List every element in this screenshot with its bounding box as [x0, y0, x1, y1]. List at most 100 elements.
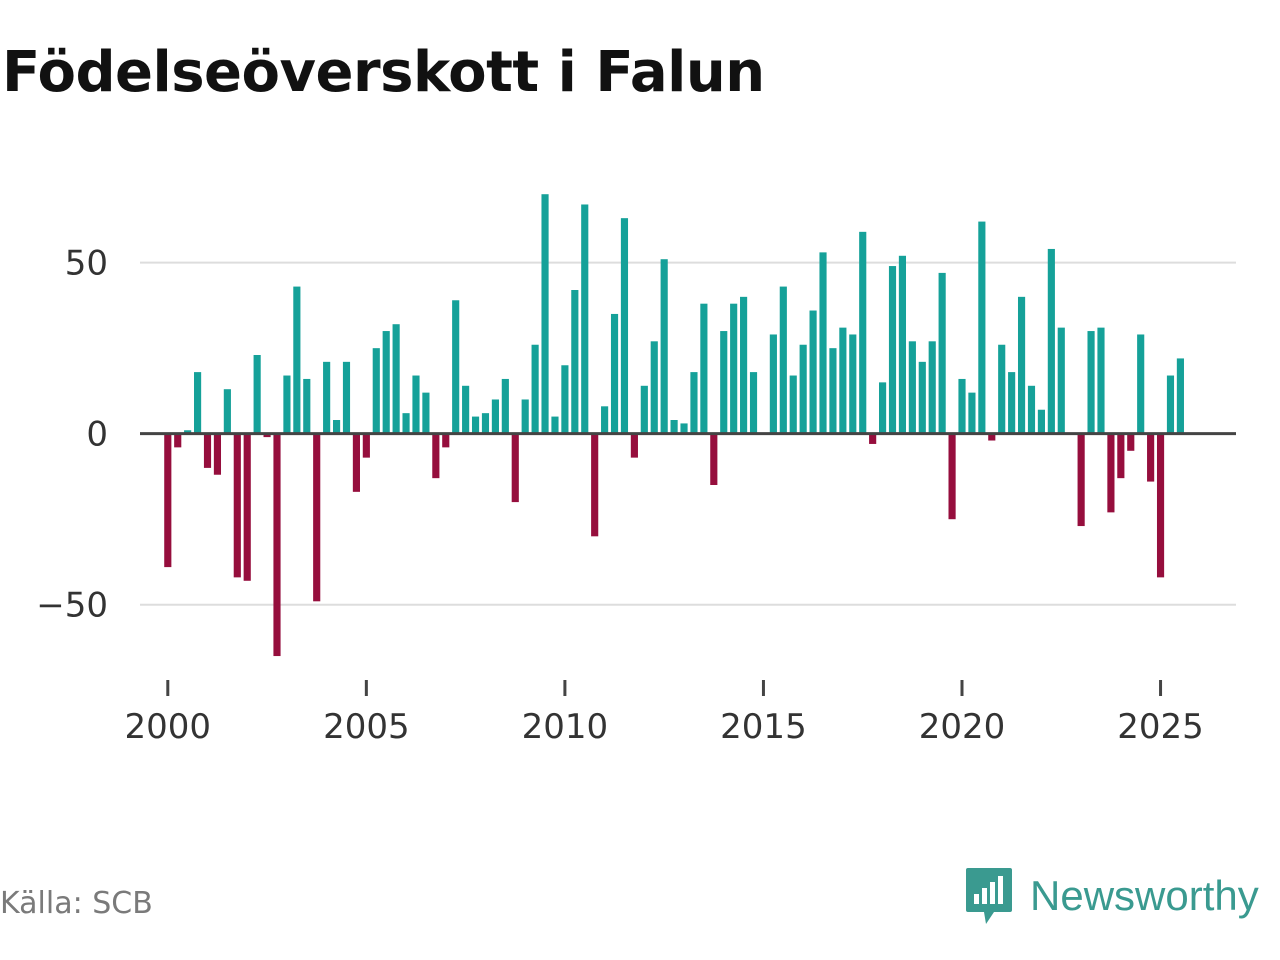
x-tick-label: 2020 [919, 707, 1006, 747]
bar [233, 433, 241, 578]
bar [511, 433, 519, 503]
bar [1166, 375, 1175, 434]
bar [680, 423, 688, 434]
bar [521, 399, 529, 434]
bar [749, 372, 758, 434]
bar [918, 361, 926, 434]
bar [501, 378, 509, 434]
bar [670, 420, 678, 434]
bar [610, 313, 619, 434]
bar [541, 194, 549, 434]
bar [968, 392, 976, 434]
bar [948, 433, 956, 520]
bar [203, 433, 212, 468]
bar [184, 430, 192, 434]
bar [809, 310, 817, 434]
bar [1057, 327, 1065, 434]
bar [323, 361, 331, 434]
bar [1137, 334, 1145, 434]
bar [928, 341, 936, 434]
bar [1097, 327, 1105, 434]
bar [888, 266, 897, 434]
bar [839, 327, 847, 434]
bar [422, 392, 430, 434]
bar [898, 255, 907, 434]
y-tick-label: 0 [86, 415, 108, 455]
bar [581, 204, 589, 434]
bar [829, 348, 837, 434]
bar [879, 382, 887, 434]
bar [561, 365, 569, 434]
bar [1017, 296, 1026, 434]
bar [1047, 248, 1055, 434]
bar [1127, 433, 1135, 451]
bar [799, 344, 807, 434]
bar [402, 413, 410, 434]
x-tick-label: 2025 [1117, 707, 1204, 747]
bar [819, 252, 827, 434]
x-tick-label: 2005 [323, 707, 410, 747]
bar [591, 433, 599, 537]
bar [1156, 433, 1165, 578]
bar [1117, 433, 1125, 479]
bar [293, 286, 301, 434]
bar [243, 433, 251, 581]
bar [869, 433, 877, 444]
bar [789, 375, 797, 434]
bar [412, 375, 420, 434]
bar [223, 389, 231, 434]
bar [481, 413, 490, 434]
bar [362, 433, 370, 458]
bar [471, 416, 480, 434]
bar [491, 399, 499, 434]
bar [213, 433, 222, 475]
bar [1027, 385, 1036, 434]
bar [263, 433, 271, 438]
bar [551, 416, 559, 434]
page-title: Födelseöverskott i Falun [2, 40, 765, 105]
bar [273, 433, 281, 657]
bar [1107, 433, 1115, 513]
bar [342, 361, 351, 434]
bar [1176, 358, 1184, 434]
bar [174, 433, 182, 448]
bar [313, 433, 321, 602]
y-tick-label: −50 [36, 586, 108, 626]
bar [601, 406, 609, 434]
bar [779, 286, 787, 434]
bar [660, 259, 668, 434]
bar [352, 433, 360, 492]
bar [253, 355, 261, 434]
bar [303, 378, 311, 434]
bar [442, 433, 450, 448]
bar [998, 344, 1006, 434]
bar [690, 372, 698, 434]
bar [640, 385, 648, 434]
bar [730, 303, 738, 434]
bar [164, 433, 172, 568]
bar [531, 344, 539, 434]
bar [700, 303, 708, 434]
x-axis: 2000 2005 2010 2015 2020 2025 [125, 680, 1204, 747]
y-axis: 50 0 −50 [36, 244, 108, 626]
bar [382, 331, 390, 434]
bar [392, 324, 400, 434]
bar [769, 334, 777, 434]
newsworthy-logo-icon [966, 868, 1012, 924]
bar [1087, 331, 1095, 434]
bar [938, 272, 946, 434]
bars [164, 194, 1184, 657]
bar [1077, 433, 1085, 527]
bar [710, 433, 718, 485]
x-tick-label: 2015 [720, 707, 807, 747]
bar [849, 334, 857, 434]
bar [432, 433, 440, 479]
bar [1037, 409, 1045, 434]
bar [908, 341, 916, 434]
bar [462, 385, 470, 434]
x-tick-label: 2010 [522, 707, 609, 747]
bar [650, 341, 658, 434]
bar [372, 348, 380, 434]
bar [720, 331, 728, 434]
